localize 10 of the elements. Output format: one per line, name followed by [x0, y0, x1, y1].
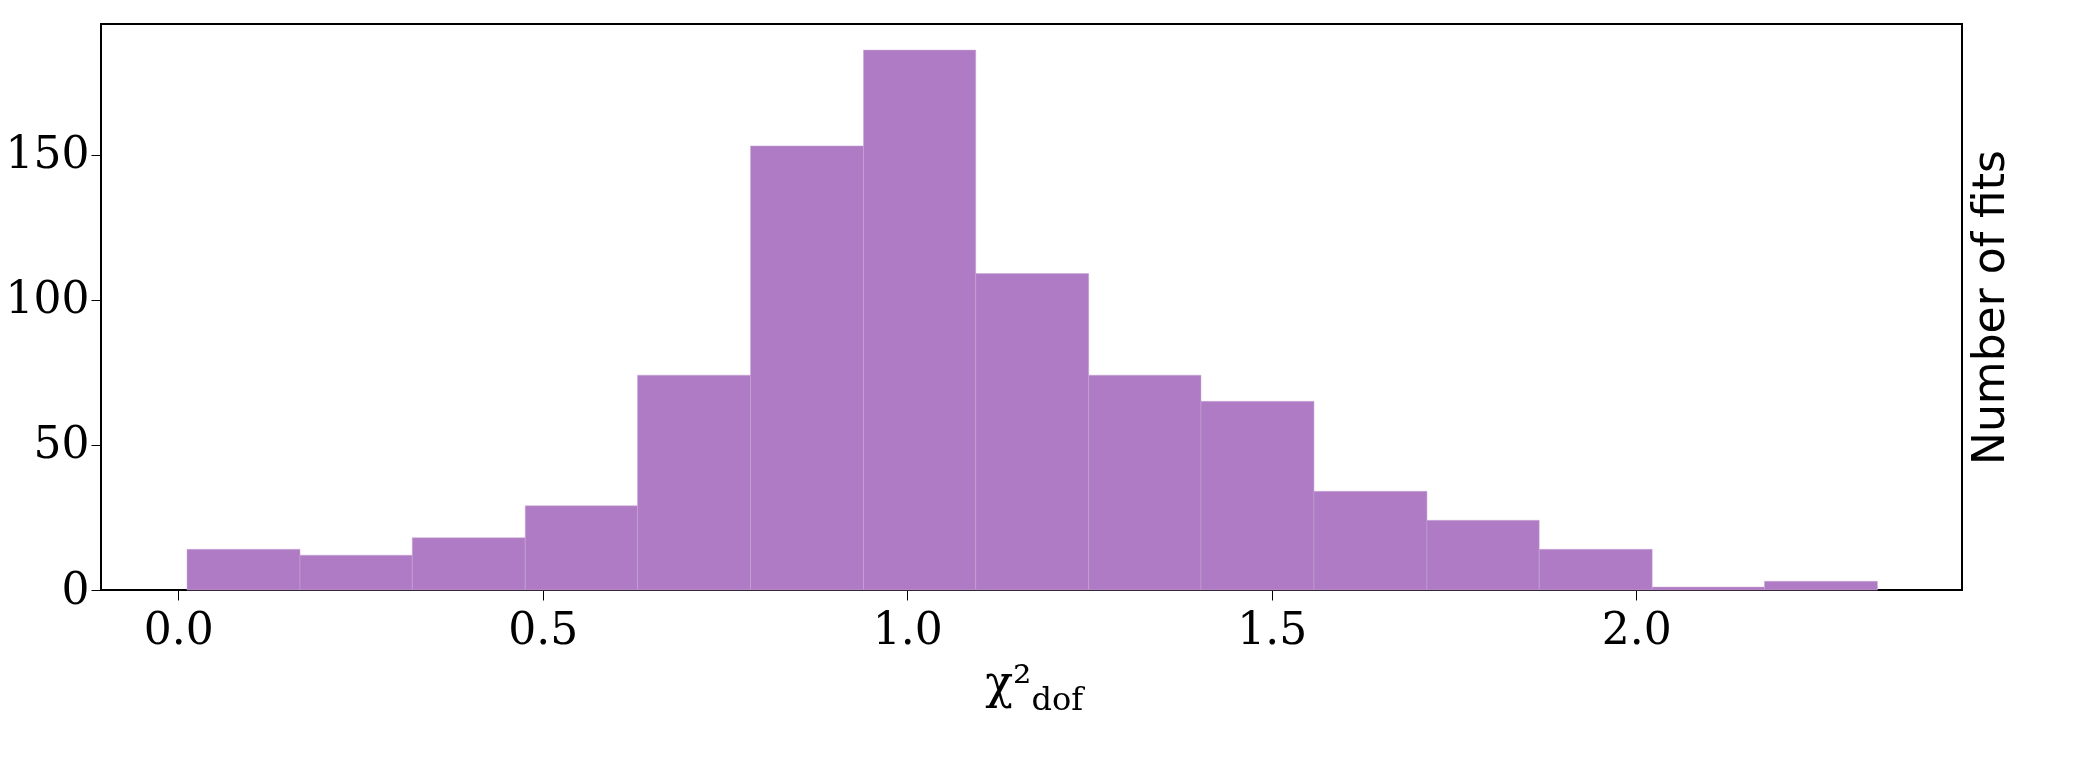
x-tick-label: 1.0 [872, 602, 943, 654]
x-tick-label: 2.0 [1601, 602, 1672, 654]
y-axis-title: Number of fits [1962, 149, 2014, 466]
x-tick-label: 0.0 [143, 602, 214, 654]
y-tick-label: 150 [5, 127, 90, 179]
y-tick-label: 0 [61, 562, 90, 614]
x-tick-label: 0.5 [508, 602, 579, 654]
y-tick-label: 100 [5, 272, 90, 324]
x-tick-label: 1.5 [1237, 602, 1308, 654]
y-tick-label: 50 [33, 417, 90, 469]
